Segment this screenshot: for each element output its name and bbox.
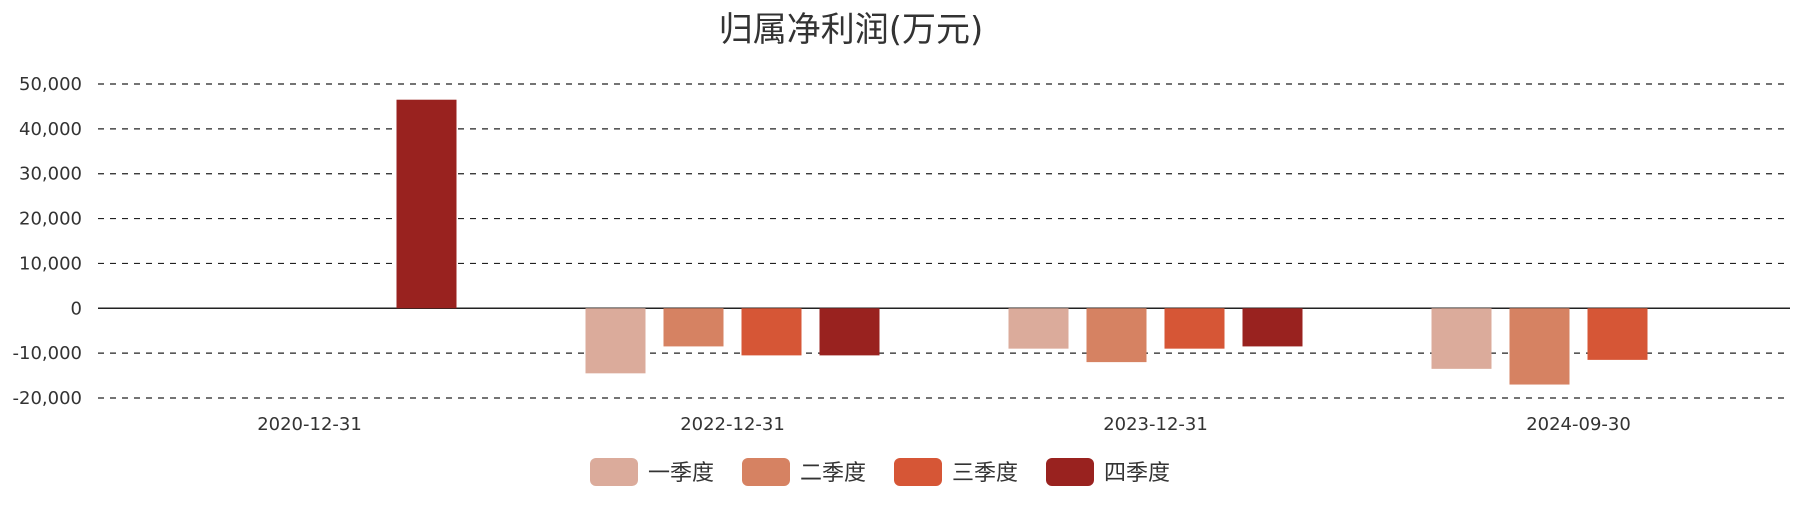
legend-swatch — [1046, 458, 1094, 486]
bar-2023-12-31-四季度[interactable] — [1242, 308, 1303, 347]
x-tick-label: 2022-12-31 — [680, 414, 785, 435]
legend-swatch — [590, 458, 638, 486]
legend: 一季度 二季度 三季度 四季度 — [590, 458, 1170, 486]
bar-2022-12-31-二季度[interactable] — [663, 308, 724, 347]
x-tick-label: 2023-12-31 — [1103, 414, 1208, 435]
y-tick-label: 50,000 — [19, 74, 82, 95]
bar-2024-09-30-二季度[interactable] — [1509, 308, 1570, 385]
y-tick-label: 30,000 — [19, 164, 82, 185]
bar-2020-12-31-四季度[interactable] — [396, 99, 457, 309]
legend-label: 一季度 — [648, 461, 714, 486]
legend-swatch — [742, 458, 790, 486]
bar-2024-09-30-一季度[interactable] — [1431, 308, 1492, 369]
bar-2022-12-31-一季度[interactable] — [585, 308, 646, 374]
y-tick-label: 0 — [71, 298, 82, 319]
y-tick-label: 10,000 — [19, 253, 82, 274]
bar-2023-12-31-一季度[interactable] — [1008, 308, 1069, 349]
legend-swatch — [894, 458, 942, 486]
bar-layer — [396, 99, 1648, 385]
bar-2022-12-31-四季度[interactable] — [819, 308, 880, 356]
x-tick-label: 2024-09-30 — [1526, 414, 1631, 435]
chart-title: 归属净利润(万元) — [719, 10, 984, 50]
legend-label: 四季度 — [1104, 461, 1170, 486]
legend-item-四季度[interactable]: 四季度 — [1046, 458, 1170, 486]
axis-layer: 50,000 40,000 30,000 20,000 10,000 0 -10,000 -2… — [13, 74, 1631, 435]
bar-2022-12-31-三季度[interactable] — [741, 308, 802, 356]
legend-item-一季度[interactable]: 一季度 — [590, 458, 714, 486]
bar-2023-12-31-三季度[interactable] — [1164, 308, 1225, 349]
y-tick-label: -20,000 — [13, 388, 82, 409]
legend-label: 三季度 — [952, 461, 1018, 486]
y-tick-label: -10,000 — [13, 343, 82, 364]
grid-layer — [98, 83, 1790, 399]
y-tick-label: 40,000 — [19, 119, 82, 140]
legend-item-二季度[interactable]: 二季度 — [742, 458, 866, 486]
legend-label: 二季度 — [800, 461, 866, 486]
bar-2024-09-30-三季度[interactable] — [1587, 308, 1648, 360]
bar-2023-12-31-二季度[interactable] — [1086, 308, 1147, 363]
x-tick-label: 2020-12-31 — [257, 414, 362, 435]
legend-item-三季度[interactable]: 三季度 — [894, 458, 1018, 486]
y-tick-label: 20,000 — [19, 209, 82, 230]
